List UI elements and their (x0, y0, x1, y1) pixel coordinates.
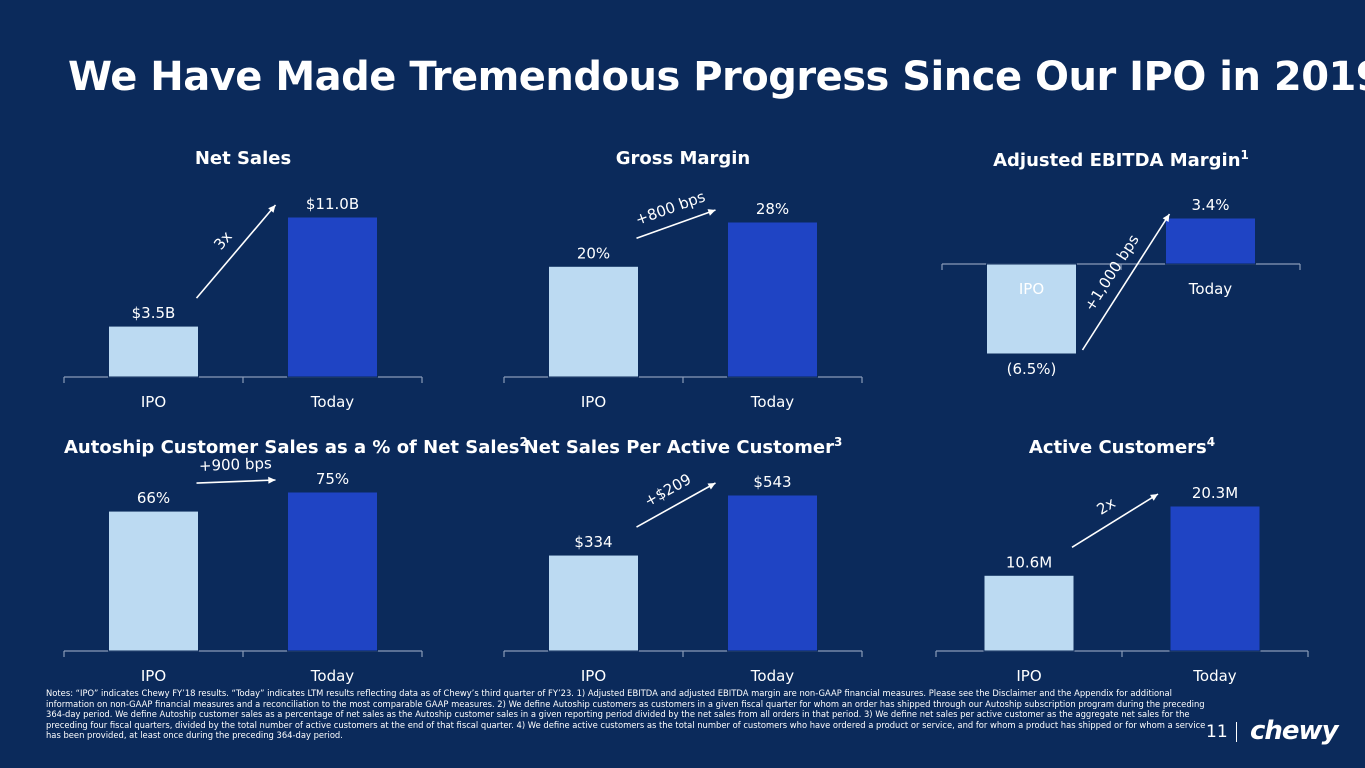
footnotes: Notes: “IPO” indicates Chewy FY’18 resul… (46, 688, 1206, 741)
data-label: $334 (574, 533, 612, 551)
category-label: IPO (581, 393, 606, 411)
change-label: 2x (1093, 494, 1118, 519)
chart-title: Autoship Customer Sales as a % of Net Sa… (64, 435, 528, 458)
growth-arrow (1071, 493, 1159, 548)
change-label: +$209 (641, 470, 694, 510)
category-label: Today (1188, 280, 1233, 298)
bar-today (1165, 217, 1256, 265)
bar-chart: $334 IPO $543 Today +$209 (503, 470, 863, 685)
growth-arrow (636, 209, 716, 240)
arrow-head-icon (1162, 214, 1170, 222)
bar-chart: 20% IPO 28% Today +800 bps (503, 187, 863, 411)
bar-today (287, 491, 378, 652)
page-title: We Have Made Tremendous Progress Since O… (68, 54, 1365, 100)
data-label: $11.0B (306, 195, 359, 213)
category-label: IPO (141, 667, 166, 685)
change-label: +800 bps (633, 187, 708, 229)
chewy-logo: chewy (1250, 716, 1339, 746)
bar-ipo (548, 554, 639, 652)
data-label: 66% (137, 489, 170, 507)
growth-arrow (196, 479, 276, 484)
bar-chart: 10.6M IPO 20.3M Today 2x (935, 484, 1309, 685)
change-label: 3x (210, 228, 236, 254)
growth-arrow (195, 204, 277, 299)
chart-title: Net Sales (194, 148, 292, 169)
chart-title: Active Customers4 (1028, 435, 1216, 458)
category-label: Today (750, 667, 795, 685)
bar-chart: (6.5%) IPO 3.4% Today +1,000 bps (941, 196, 1301, 378)
footnote-marker: 3 (833, 435, 843, 449)
category-label: Today (310, 393, 355, 411)
bar-chart: $3.5B IPO $11.0B Today 3x (63, 195, 423, 411)
data-label: 20% (577, 244, 610, 262)
category-label: IPO (581, 667, 606, 685)
arrow-head-icon (1150, 494, 1158, 501)
footnote-marker: 1 (1240, 148, 1249, 162)
category-label: Today (750, 393, 795, 411)
footnote-marker: 2 (519, 435, 528, 449)
data-label: 75% (316, 470, 349, 488)
category-label: IPO (141, 393, 166, 411)
bar-ipo (108, 325, 199, 378)
bar-ipo (983, 574, 1075, 652)
footer-separator (1236, 722, 1237, 742)
growth-arrow (636, 482, 716, 528)
bar-ipo (986, 263, 1077, 355)
bar-ipo (548, 265, 639, 378)
data-label: $543 (753, 473, 791, 491)
category-label: Today (310, 667, 355, 685)
category-label: IPO (1019, 280, 1044, 298)
bar-today (727, 221, 818, 378)
footnote-marker: 4 (1206, 435, 1216, 449)
chart-title: Gross Margin (615, 148, 751, 169)
chart-title: Adjusted EBITDA Margin1 (993, 148, 1249, 171)
arrow-head-icon (707, 483, 716, 490)
data-label: 28% (756, 200, 789, 218)
change-label: +900 bps (199, 454, 273, 475)
arrow-head-icon (707, 209, 716, 216)
bar-ipo (108, 510, 199, 652)
data-label: 10.6M (1006, 553, 1052, 571)
page-number: 11 (1206, 722, 1228, 742)
bar-chart: 66% IPO 75% Today +900 bps (63, 454, 423, 685)
arrow-head-icon (268, 205, 276, 213)
data-label: $3.5B (132, 304, 176, 322)
data-label: 3.4% (1191, 196, 1229, 214)
arrow-head-icon (268, 476, 276, 484)
change-label: +1,000 bps (1081, 231, 1143, 314)
bar-today (1169, 505, 1261, 652)
data-label: 20.3M (1192, 484, 1238, 502)
growth-arrow (1081, 213, 1171, 351)
data-label: (6.5%) (1007, 360, 1057, 378)
chart-title: Net Sales Per Active Customer3 (523, 435, 843, 458)
category-label: Today (1192, 667, 1237, 685)
bar-today (287, 216, 378, 378)
category-label: IPO (1016, 667, 1041, 685)
bar-today (727, 494, 818, 652)
